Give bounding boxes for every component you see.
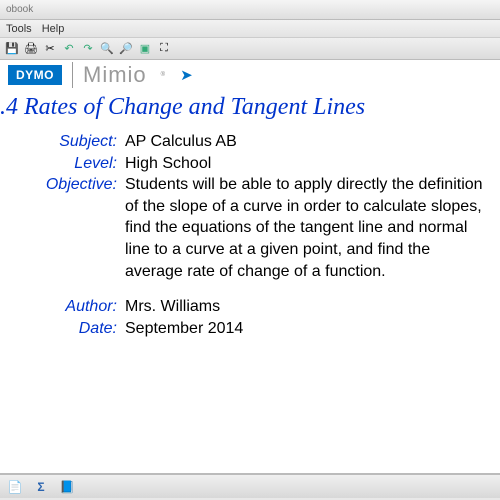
pointer-icon: ➤ (180, 66, 194, 84)
lesson-title: .4 Rates of Change and Tangent Lines (0, 90, 500, 131)
value-objective: Students will be able to apply directly … (125, 174, 485, 282)
menubar: Tools Help (0, 20, 500, 38)
sigma-icon[interactable]: Σ (32, 478, 50, 496)
label-author: Author: (30, 296, 125, 318)
label-objective: Objective: (30, 174, 125, 282)
toolbar: 💾🖨✂↶↷🔍🔎▣⛶ (0, 38, 500, 60)
value-date: September 2014 (125, 318, 243, 340)
lesson-canvas: DYMO Mimio ® ➤ .4 Rates of Change and Ta… (0, 60, 500, 474)
app-title: obook (6, 4, 33, 15)
brand-row: DYMO Mimio ® ➤ (0, 60, 500, 90)
undo-icon[interactable]: ↶ (61, 41, 77, 57)
dymo-logo: DYMO (8, 65, 62, 85)
fit-icon[interactable]: ▣ (137, 41, 153, 57)
value-author: Mrs. Williams (125, 296, 220, 318)
cut-icon[interactable]: ✂ (42, 41, 58, 57)
zoom-out-icon[interactable]: 🔍 (99, 41, 115, 57)
menu-tools[interactable]: Tools (6, 23, 32, 35)
label-date: Date: (30, 318, 125, 340)
statusbar: 📄 Σ 📘 (0, 474, 500, 498)
lesson-fields: Subject: AP Calculus AB Level: High Scho… (0, 131, 500, 339)
book-icon[interactable]: 📘 (58, 478, 76, 496)
zoom-in-icon[interactable]: 🔎 (118, 41, 134, 57)
save-icon[interactable]: 💾 (4, 41, 20, 57)
redo-icon[interactable]: ↷ (80, 41, 96, 57)
label-subject: Subject: (30, 131, 125, 153)
value-level: High School (125, 153, 211, 175)
mimio-logo: Mimio ® ➤ (72, 62, 194, 88)
label-level: Level: (30, 153, 125, 175)
fullscreen-icon[interactable]: ⛶ (156, 41, 172, 57)
page-icon[interactable]: 📄 (6, 478, 24, 496)
value-subject: AP Calculus AB (125, 131, 237, 153)
print-icon[interactable]: 🖨 (23, 41, 39, 57)
titlebar: obook (0, 0, 500, 20)
menu-help[interactable]: Help (42, 23, 65, 35)
